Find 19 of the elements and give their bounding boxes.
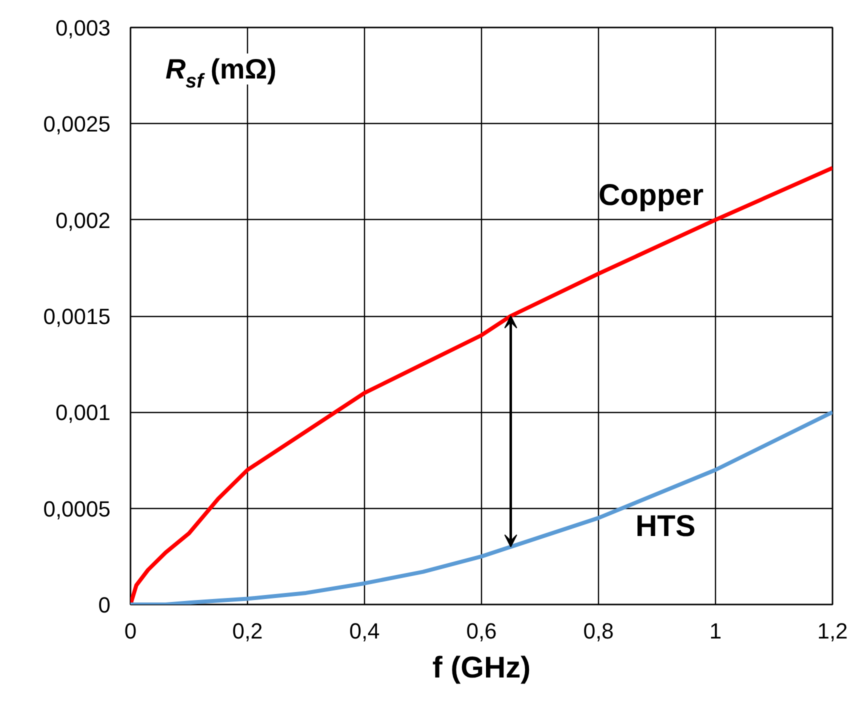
- line-series: [130, 410, 832, 604]
- y-tick-label: 0,0015: [43, 304, 111, 329]
- y-tick-label: 0,0025: [43, 112, 111, 137]
- x-axis-title: f (GHz): [432, 652, 531, 684]
- x-tick-label: 0,8: [583, 618, 614, 644]
- x-tick-label: 0,6: [466, 618, 497, 644]
- y-tick-label: 0,001: [55, 400, 111, 426]
- x-tick-label: 0: [124, 618, 137, 644]
- series-label: Copper: [598, 178, 704, 212]
- series-label: HTS: [636, 510, 696, 543]
- line-series: [130, 166, 832, 604]
- x-tick-label: 0,4: [349, 618, 380, 644]
- x-tick-label: 1: [709, 618, 722, 644]
- y-tick-label: 0: [98, 592, 111, 618]
- y-tick-label: 0,0005: [43, 496, 111, 522]
- y-tick-label: 0,002: [55, 208, 111, 233]
- x-tick-label: 0,2: [232, 618, 263, 644]
- x-tick-label: 1,2: [817, 618, 848, 644]
- y-tick-label: 0,003: [55, 16, 111, 40]
